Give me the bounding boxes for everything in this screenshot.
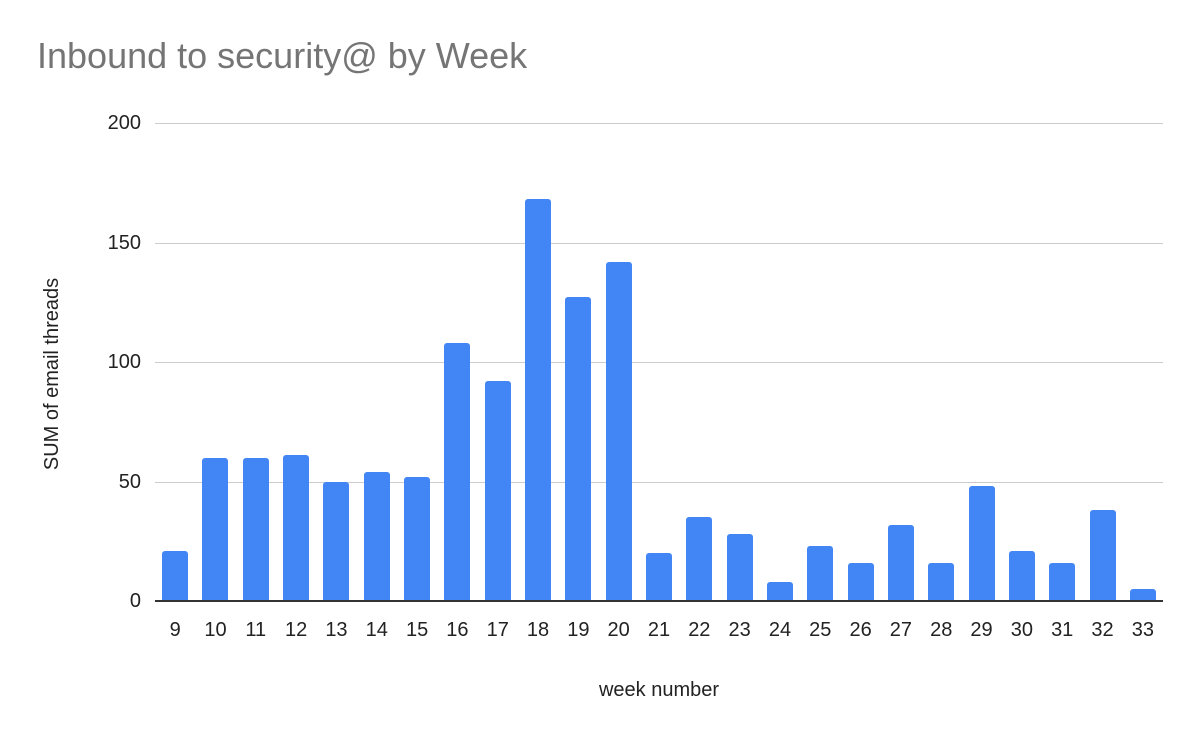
bar-week-31[interactable] <box>1049 562 1076 601</box>
x-tick-label: 20 <box>607 619 630 641</box>
bar-week-21[interactable] <box>646 553 672 601</box>
x-tick-label: 15 <box>405 619 429 641</box>
x-tick-label: 31 <box>1051 619 1074 641</box>
bar-week-9[interactable] <box>162 550 189 601</box>
bar-week-26[interactable] <box>847 562 874 601</box>
plot-area <box>155 123 1163 602</box>
x-tick-label: 30 <box>1010 619 1033 641</box>
bar-week-12[interactable] <box>283 455 310 601</box>
x-tick-label: 23 <box>728 619 751 641</box>
x-tick-label: 9 <box>169 619 181 641</box>
gridline <box>155 123 1163 124</box>
x-tick-label: 29 <box>970 619 993 641</box>
x-tick-label: 10 <box>204 619 227 641</box>
bar-week-11[interactable] <box>242 457 269 601</box>
gridline <box>155 362 1163 363</box>
y-tick-label: 150 <box>107 231 141 254</box>
bar-week-18[interactable] <box>525 199 552 601</box>
y-tick-label: 100 <box>107 351 141 373</box>
bar-week-20[interactable] <box>605 261 632 601</box>
x-tick-label: 26 <box>849 619 872 641</box>
bar-week-33[interactable] <box>1129 589 1156 601</box>
bar-week-16[interactable] <box>444 342 471 601</box>
bar-week-30[interactable] <box>1008 550 1035 601</box>
bar-week-29[interactable] <box>968 486 995 601</box>
bar-week-24[interactable] <box>766 581 793 601</box>
x-axis-baseline <box>155 600 1163 602</box>
x-tick-label: 33 <box>1131 619 1154 641</box>
x-tick-label: 12 <box>284 619 308 641</box>
x-tick-label: 22 <box>688 619 711 641</box>
x-tick-label: 16 <box>446 619 469 641</box>
y-tick-label: 50 <box>118 470 141 493</box>
x-tick-label: 21 <box>647 619 671 641</box>
x-tick-label: 19 <box>567 619 590 641</box>
x-tick-label: 24 <box>768 619 792 641</box>
x-tick-label: 14 <box>365 619 388 641</box>
x-tick-label: 18 <box>526 619 550 641</box>
bar-week-23[interactable] <box>726 534 753 601</box>
y-tick-label: 200 <box>107 112 141 134</box>
x-tick-label: 25 <box>809 619 832 641</box>
x-axis-title: week number <box>598 679 720 701</box>
bar-week-32[interactable] <box>1089 510 1116 601</box>
bar-week-27[interactable] <box>887 524 914 601</box>
y-axis-title: SUM of email threads <box>41 277 63 471</box>
chart-title: Inbound to security@ by Week <box>37 35 528 76</box>
bar-week-17[interactable] <box>484 381 511 601</box>
bar-week-22[interactable] <box>686 517 713 601</box>
bar-week-10[interactable] <box>202 457 229 601</box>
x-tick-label: 17 <box>486 619 509 641</box>
gridline <box>155 481 1163 483</box>
x-tick-label: 27 <box>889 619 913 641</box>
bar-week-15[interactable] <box>404 476 431 601</box>
bar-week-19[interactable] <box>565 297 592 601</box>
x-tick-label: 13 <box>325 619 348 641</box>
y-tick-label: 0 <box>129 590 141 612</box>
gridline <box>155 242 1163 244</box>
bar-week-13[interactable] <box>323 481 350 601</box>
x-tick-label: 11 <box>245 619 267 641</box>
bar-week-28[interactable] <box>928 562 955 601</box>
bar-week-25[interactable] <box>807 546 834 601</box>
bar-week-14[interactable] <box>363 471 390 601</box>
x-tick-label: 32 <box>1091 619 1114 641</box>
x-tick-label: 28 <box>930 619 953 641</box>
